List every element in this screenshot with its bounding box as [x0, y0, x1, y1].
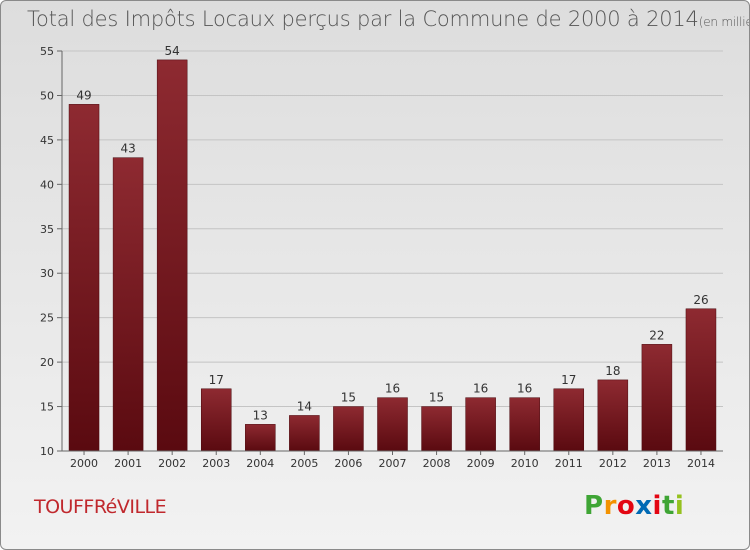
- logo-letter: i: [652, 491, 662, 521]
- x-tick-label: 2006: [334, 457, 362, 470]
- bar: [245, 424, 276, 452]
- logo-letter: o: [616, 491, 636, 521]
- bar: [421, 406, 452, 452]
- x-tick-label: 2005: [290, 457, 318, 470]
- bar-value-label: 17: [209, 373, 224, 387]
- bar: [289, 415, 320, 452]
- x-tick-label: 2004: [246, 457, 274, 470]
- bar-value-label: 26: [693, 293, 708, 307]
- bar-value-label: 49: [76, 88, 91, 102]
- bar-value-label: 17: [561, 373, 576, 387]
- bar-value-label: 22: [649, 328, 664, 342]
- logo-letter: t: [661, 491, 675, 521]
- bar: [377, 397, 408, 452]
- bar: [641, 344, 673, 452]
- x-tick-label: 2001: [114, 457, 142, 470]
- chart-title: Total des Impôts Locaux perçus par la Co…: [27, 7, 749, 31]
- x-tick-label: 2012: [599, 457, 627, 470]
- bar-value-label: 15: [429, 391, 444, 405]
- chart-unit: (en milliers d'€): [698, 15, 749, 29]
- bar: [333, 406, 364, 452]
- bar-value-label: 16: [385, 382, 400, 396]
- bar-value-label: 13: [253, 408, 268, 422]
- bar: [465, 397, 496, 452]
- y-tick-label: 45: [40, 134, 54, 147]
- bar: [685, 308, 717, 452]
- x-tick-label: 2008: [423, 457, 451, 470]
- y-tick-label: 30: [40, 267, 54, 280]
- bar: [597, 379, 629, 452]
- y-tick-label: 50: [40, 89, 54, 102]
- x-tick-label: 2007: [379, 457, 407, 470]
- bar-value-label: 16: [473, 382, 488, 396]
- logo-letter: x: [635, 491, 653, 521]
- bar-value-label: 16: [517, 382, 532, 396]
- bar: [200, 388, 232, 452]
- x-tick-label: 2009: [467, 457, 495, 470]
- bar: [68, 104, 100, 452]
- bar-value-label: 43: [120, 142, 135, 156]
- x-tick-label: 2013: [643, 457, 671, 470]
- commune-name: TOUFFRéVILLE: [34, 496, 167, 518]
- bar-value-label: 18: [605, 364, 620, 378]
- bar: [553, 388, 585, 452]
- logo-letter: i: [674, 491, 685, 521]
- x-tick-label: 2003: [202, 457, 230, 470]
- logo-letter: r: [603, 491, 617, 521]
- y-tick-label: 10: [40, 445, 54, 458]
- bar-value-label: 14: [297, 399, 312, 413]
- x-tick-label: 2002: [158, 457, 186, 470]
- chart-title-text: Total des Impôts Locaux perçus par la Co…: [27, 7, 699, 31]
- bar-value-label: 15: [341, 391, 356, 405]
- bar: [509, 397, 540, 452]
- y-tick-label: 55: [40, 45, 54, 58]
- bar: [112, 157, 144, 452]
- logo-letter: P: [584, 491, 604, 521]
- y-tick-label: 35: [40, 223, 54, 236]
- x-tick-label: 2011: [555, 457, 583, 470]
- proxiti-logo[interactable]: Proxiti: [584, 491, 684, 521]
- bar: [156, 59, 188, 452]
- x-tick-label: 2000: [70, 457, 98, 470]
- y-tick-label: 15: [40, 401, 54, 414]
- y-tick-label: 40: [40, 178, 54, 191]
- x-tick-label: 2010: [511, 457, 539, 470]
- y-tick-label: 25: [40, 312, 54, 325]
- y-tick-label: 20: [40, 356, 54, 369]
- x-tick-label: 2014: [687, 457, 715, 470]
- bar-value-label: 54: [165, 44, 180, 58]
